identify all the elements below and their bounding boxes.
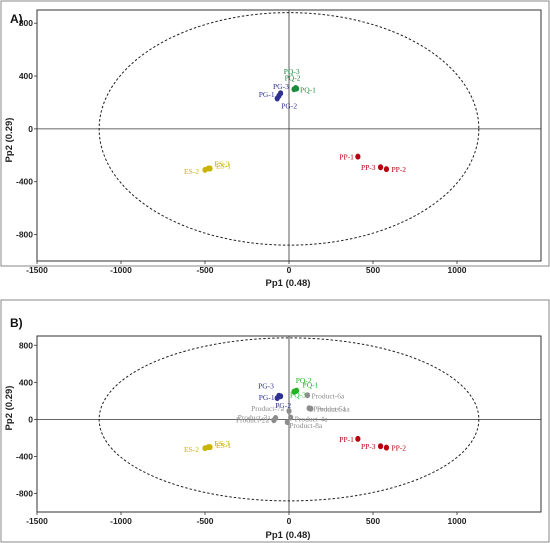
x-tick-label: 0 [287, 516, 292, 526]
data-point-label: Product-2a [236, 415, 270, 424]
x-tick-label: -1500 [26, 516, 48, 526]
data-point [284, 419, 290, 426]
data-point [274, 395, 280, 402]
data-point-label: ES-1 [216, 162, 231, 171]
data-point-label: ES-1 [216, 441, 231, 450]
y-tick-label: -400 [16, 451, 33, 461]
y-tick-label: 0 [28, 124, 33, 134]
data-point-label: PG-3 [258, 382, 274, 391]
data-point [308, 405, 314, 412]
y-tick-label: 0 [28, 414, 33, 424]
data-point-label: ES-3 [214, 439, 229, 448]
data-point-label: Product-4a [295, 415, 329, 424]
x-tick-label: -1000 [110, 516, 132, 526]
y-tick-label: -400 [16, 177, 33, 187]
data-point-label: ES-3 [214, 160, 229, 169]
y-tick-label: -800 [16, 488, 33, 498]
data-point-label: PQ-2 [296, 376, 312, 385]
data-point-label: PG-1 [259, 393, 275, 402]
x-tick-label: -1500 [26, 265, 48, 275]
panel-b-label: B) [10, 316, 23, 330]
x-tick-label: -500 [196, 516, 213, 526]
x-tick-label: 1000 [448, 265, 467, 275]
panel-a-x-axis-label: Pp1 (0.48) [266, 278, 311, 289]
x-tick-label: 500 [366, 265, 380, 275]
data-point-label: PP-2 [391, 165, 406, 174]
data-point-label: PP-3 [361, 163, 376, 172]
data-point-label: PP-3 [361, 442, 376, 451]
y-tick-label: 400 [19, 377, 33, 387]
data-point [205, 165, 211, 172]
panel-b: B) -1500 -1000 -500 0 500 1000 -800 -400 0 400 800… [0, 299, 550, 543]
data-point [293, 84, 299, 91]
panel-a: A) -1500 -1000 -500 0 500 1000 -800 -400 0 400 800… [0, 0, 550, 289]
x-tick-label: -500 [196, 265, 213, 275]
panel-a-border [0, 0, 550, 267]
panel-b-plot: -1500 -1000 -500 0 500 1000 -800 -400 0 400 800 PG-… [16, 335, 542, 526]
data-point [383, 444, 390, 451]
data-point [304, 392, 311, 399]
data-point-label: PQ-1 [300, 85, 316, 94]
data-point-label: Product-1a [317, 405, 351, 414]
confidence-ellipse [98, 337, 480, 502]
x-tick-label: 0 [287, 265, 292, 275]
panel-b-x-axis-label: Pp1 (0.48) [266, 530, 311, 541]
data-point-label: PG-3 [273, 82, 289, 91]
x-tick-label: 1000 [448, 516, 467, 526]
data-point [355, 153, 361, 160]
data-point-label: Product-8a [289, 421, 323, 430]
panel-b-y-axis-label: Pp2 (0.29) [4, 386, 15, 431]
data-point-label: Product-3a [238, 413, 272, 422]
data-point [288, 414, 294, 421]
data-point [293, 387, 300, 394]
data-point-label: PQ-3 [290, 391, 306, 400]
data-point-label: PQ-1 [303, 381, 319, 390]
data-point [377, 443, 384, 450]
y-tick-label: -800 [16, 230, 33, 240]
data-point-label: PP-2 [391, 444, 406, 453]
y-tick-label: 400 [19, 71, 33, 81]
data-point-label: PG-2 [281, 102, 297, 111]
data-point-label: ES-2 [184, 167, 199, 176]
data-point-label: PP-1 [339, 435, 354, 444]
data-point-label: Product-5a [313, 404, 347, 413]
data-point-label: PQ-2 [285, 74, 301, 83]
data-point [205, 444, 211, 451]
data-point [271, 417, 277, 424]
x-tick-label: -1000 [110, 265, 132, 275]
data-point [355, 435, 361, 442]
data-point-label: ES-2 [184, 445, 199, 454]
data-point-label: Product-7a [251, 404, 285, 413]
data-point [377, 164, 384, 171]
confidence-ellipse [98, 12, 480, 246]
data-point-label: PG-1 [259, 90, 275, 99]
y-tick-label: 800 [19, 18, 33, 28]
data-point [276, 92, 282, 99]
panel-a-plot: -1500 -1000 -500 0 500 1000 -800 -400 0 400 800 PG-… [16, 9, 542, 275]
data-point [286, 408, 292, 415]
data-point-label: PQ-3 [284, 67, 300, 76]
data-point-label: Product-6a [311, 391, 345, 400]
x-tick-label: 500 [366, 516, 380, 526]
data-point-label: PG-2 [275, 401, 291, 410]
panel-a-y-axis-label: Pp2 (0.29) [4, 118, 15, 163]
y-tick-label: 800 [19, 340, 33, 350]
panel-a-label: A) [10, 12, 23, 26]
data-point-label: PP-1 [339, 153, 354, 162]
data-point [383, 166, 390, 173]
